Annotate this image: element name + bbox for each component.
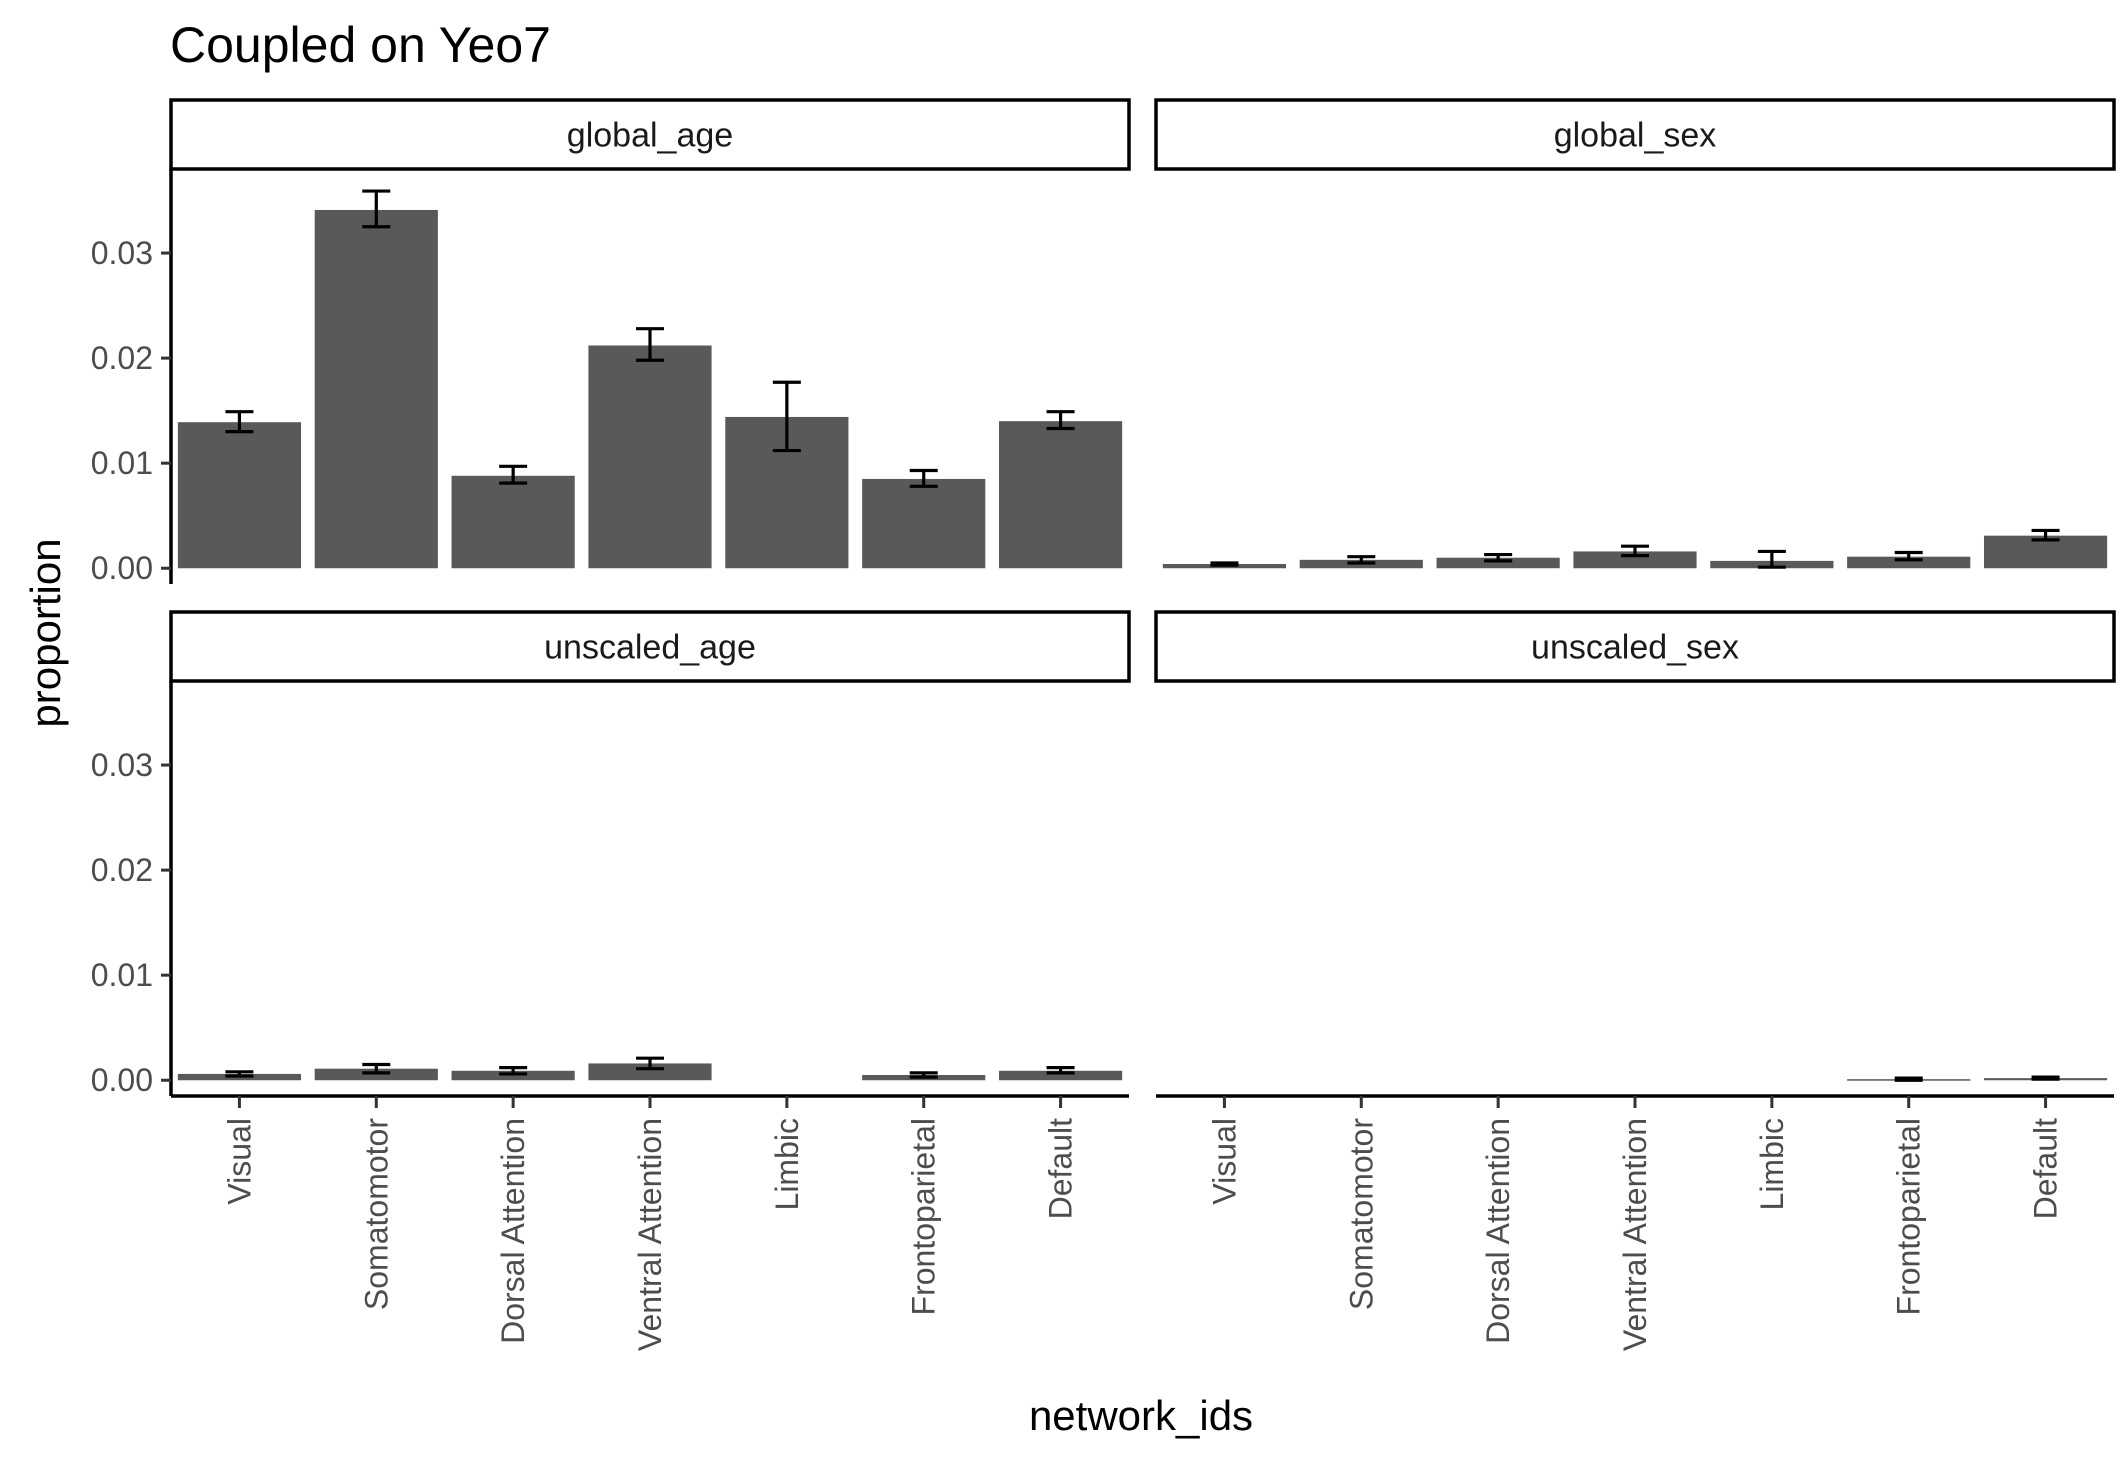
error-bar (772, 380, 801, 453)
x-tick-label: Ventral Attention (632, 1118, 668, 1351)
bar-frontoparietal (1847, 556, 1971, 569)
x-tick-label: Limbic (769, 1118, 805, 1210)
facet-panels: global_age 0.00 0.01 0.02 0.03 global_sexunsc… (91, 98, 2116, 1351)
facet-strip-label: unscaled_sex (1531, 629, 1739, 667)
error-bar (1347, 555, 1376, 565)
error-bar (909, 1071, 938, 1079)
error-bar (362, 1062, 391, 1075)
error-bar (636, 327, 664, 362)
y-tick-label: 0.02 (91, 340, 153, 376)
x-tick-label: Frontoparietal (1891, 1118, 1927, 1315)
facet-strip (1154, 610, 2116, 683)
error-bar (2031, 1075, 2060, 1081)
error-bar (1757, 549, 1786, 569)
error-bar (362, 189, 391, 229)
x-tick-label: Visual (1206, 1118, 1242, 1205)
y-tick-label: 0.02 (91, 852, 153, 888)
facet-unscaled-sex: unscaled_sex Visual Somatomotor Dorsal Atte… (1154, 610, 2116, 1351)
x-tick-label: Somatomotor (358, 1118, 394, 1310)
error-bar (1046, 410, 1075, 431)
error-bar (1621, 544, 1649, 558)
error-bar (1484, 552, 1513, 563)
y-tick-label: 0.03 (91, 747, 153, 783)
error-bar (636, 1056, 664, 1071)
x-tick-label: Frontoparietal (906, 1118, 942, 1315)
facet-strip-label: global_age (567, 117, 733, 155)
bar-ventral-attention (1573, 551, 1697, 569)
facet-unscaled-age: unscaled_age 0.00 0.01 0.02 0.03 Visual Somato… (91, 610, 1131, 1351)
y-axis-title: proportion (22, 538, 69, 727)
x-tick-label: Default (1043, 1118, 1079, 1220)
y-tick-label: 0.00 (91, 550, 153, 586)
x-tick-label: Dorsal Attention (1480, 1118, 1516, 1344)
facet-strip-label: unscaled_age (544, 629, 756, 667)
y-tick-label: 0.03 (91, 235, 153, 271)
error-bar (499, 464, 528, 485)
error-bar (1894, 550, 1923, 562)
y-tick-label: 0.00 (91, 1062, 153, 1098)
bar-ventral-attention (588, 1063, 712, 1081)
error-bar (1894, 1076, 1923, 1082)
y-tick-label: 0.01 (91, 957, 153, 993)
error-bar (2031, 528, 2060, 542)
error-bar (499, 1066, 528, 1076)
bar-somatomotor (314, 209, 438, 569)
bar-frontoparietal (862, 478, 986, 569)
x-tick-label: Default (2028, 1118, 2064, 1220)
facet-strip (169, 610, 1131, 683)
facet-strip (1154, 98, 2116, 171)
x-axis-title: network_ids (1029, 1392, 1253, 1439)
facet-strip-label: global_sex (1554, 117, 1717, 155)
bar-default (998, 1070, 1123, 1081)
bar-dorsal-attention (451, 475, 575, 569)
error-bar (1046, 1066, 1075, 1075)
facet-global-sex: global_sex (1154, 98, 2116, 569)
error-bar (909, 468, 938, 488)
chart-title: Coupled on Yeo7 (170, 17, 551, 73)
error-bar (1210, 561, 1239, 567)
x-tick-label: Limbic (1754, 1118, 1790, 1210)
bar-visual (177, 422, 302, 569)
bar-dorsal-attention (1436, 557, 1560, 569)
bar-ventral-attention (588, 345, 712, 569)
bar-default (998, 421, 1123, 569)
facet-global-age: global_age 0.00 0.01 0.02 0.03 (91, 98, 1131, 586)
y-tick-label: 0.01 (91, 445, 153, 481)
error-bar (225, 410, 254, 434)
x-tick-label: Ventral Attention (1617, 1118, 1653, 1351)
x-tick-label: Dorsal Attention (495, 1118, 531, 1344)
facet-strip (169, 98, 1131, 171)
error-bar (225, 1070, 254, 1078)
x-tick-label: Visual (221, 1118, 257, 1205)
x-tick-label: Somatomotor (1343, 1118, 1379, 1310)
